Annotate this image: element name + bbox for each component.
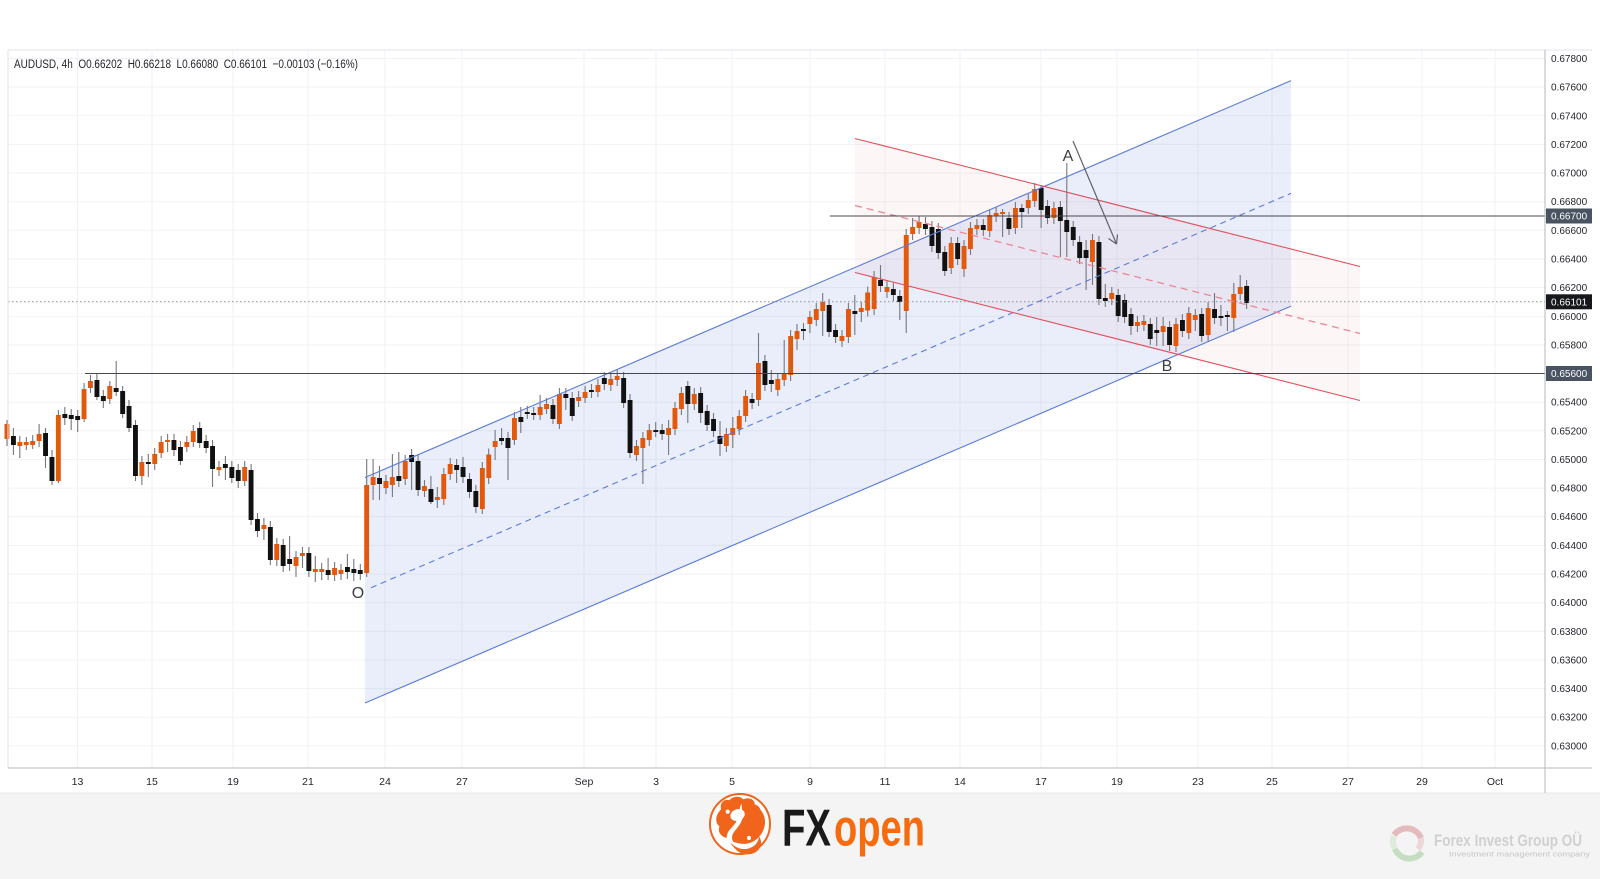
- svg-text:19: 19: [1111, 776, 1123, 788]
- svg-text:0.64600: 0.64600: [1551, 512, 1588, 523]
- svg-text:0.65400: 0.65400: [1551, 398, 1588, 409]
- svg-text:0.63200: 0.63200: [1551, 713, 1588, 724]
- svg-text:0.66400: 0.66400: [1551, 255, 1588, 266]
- svg-text:0.64800: 0.64800: [1551, 484, 1588, 495]
- svg-text:AUDUSD, 4h O0.66202 H0.66218: AUDUSD, 4h O0.66202 H0.66218 L0.66080 C0…: [14, 57, 358, 71]
- svg-text:24: 24: [379, 776, 391, 788]
- svg-text:3: 3: [653, 776, 659, 788]
- svg-text:27: 27: [1342, 776, 1354, 788]
- svg-text:Sep: Sep: [575, 776, 594, 788]
- svg-text:0.66600: 0.66600: [1551, 226, 1588, 237]
- svg-text:0.67800: 0.67800: [1551, 54, 1588, 65]
- svg-text:O: O: [352, 585, 364, 602]
- svg-text:5: 5: [729, 776, 735, 788]
- svg-text:0.67600: 0.67600: [1551, 83, 1588, 94]
- svg-text:17: 17: [1035, 776, 1047, 788]
- svg-text:0.64000: 0.64000: [1551, 598, 1588, 609]
- svg-text:0.65000: 0.65000: [1551, 455, 1588, 466]
- svg-text:0.66700: 0.66700: [1551, 212, 1588, 223]
- svg-text:21: 21: [302, 776, 314, 788]
- svg-text:19: 19: [227, 776, 239, 788]
- svg-text:open: open: [834, 799, 925, 857]
- svg-text:0.64200: 0.64200: [1551, 570, 1588, 581]
- svg-text:B: B: [1162, 358, 1173, 375]
- svg-text:25: 25: [1266, 776, 1278, 788]
- svg-text:0.65600: 0.65600: [1551, 369, 1588, 380]
- svg-text:29: 29: [1416, 776, 1428, 788]
- svg-text:23: 23: [1192, 776, 1204, 788]
- svg-text:0.64400: 0.64400: [1551, 541, 1588, 552]
- svg-text:0.66000: 0.66000: [1551, 312, 1588, 323]
- svg-text:Forex Invest Group OÜ: Forex Invest Group OÜ: [1434, 831, 1582, 850]
- svg-text:0.63600: 0.63600: [1551, 655, 1588, 666]
- svg-text:13: 13: [72, 776, 84, 788]
- svg-text:15: 15: [146, 776, 158, 788]
- svg-text:11: 11: [880, 776, 891, 788]
- svg-text:0.67000: 0.67000: [1551, 169, 1588, 180]
- svg-text:Oct: Oct: [1487, 776, 1503, 788]
- svg-text:0.63400: 0.63400: [1551, 684, 1588, 695]
- svg-text:27: 27: [456, 776, 468, 788]
- svg-text:9: 9: [807, 776, 813, 788]
- svg-text:0.66200: 0.66200: [1551, 283, 1588, 294]
- svg-text:Investment management company: Investment management company: [1449, 850, 1590, 859]
- svg-text:A: A: [1063, 148, 1074, 165]
- svg-text:0.67400: 0.67400: [1551, 111, 1588, 122]
- svg-text:0.65800: 0.65800: [1551, 340, 1588, 351]
- svg-text:0.67200: 0.67200: [1551, 140, 1588, 151]
- svg-text:0.63000: 0.63000: [1551, 741, 1588, 752]
- svg-text:FX: FX: [782, 799, 831, 857]
- svg-text:0.65200: 0.65200: [1551, 426, 1588, 437]
- svg-text:0.63800: 0.63800: [1551, 627, 1588, 638]
- svg-text:14: 14: [954, 776, 966, 788]
- svg-text:0.66800: 0.66800: [1551, 197, 1588, 208]
- svg-text:0.66101: 0.66101: [1551, 297, 1588, 308]
